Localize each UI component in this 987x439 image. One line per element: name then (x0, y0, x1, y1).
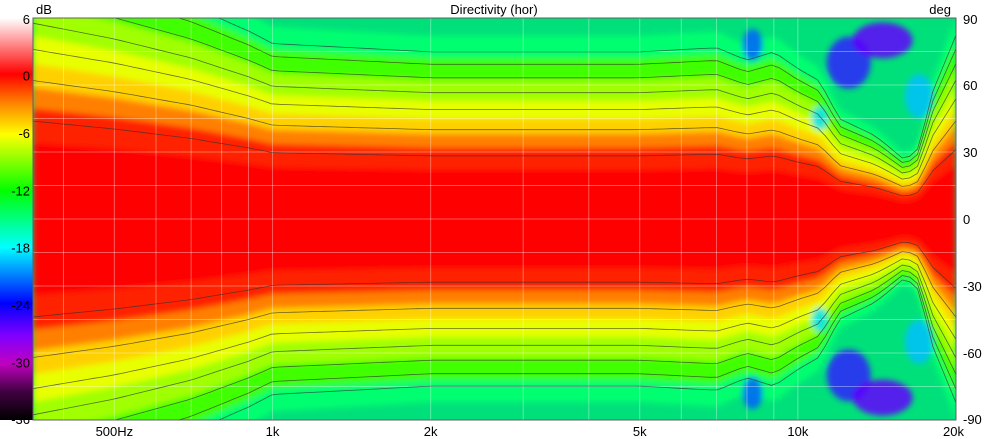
hf-lobe-6 (904, 74, 933, 119)
contour-21db-lower (217, 279, 956, 420)
contour-3db-upper (33, 120, 956, 197)
hf-lobe-7 (904, 319, 933, 364)
y-tick-label: 0 (963, 212, 970, 227)
x-tick-label: 1k (266, 424, 280, 439)
contour-15db-upper (113, 18, 956, 168)
contour-12db-upper (33, 22, 956, 174)
y-tick-label: 60 (963, 78, 977, 93)
hf-lobe-4 (852, 22, 913, 59)
x-tick-label: 500Hz (96, 424, 134, 439)
x-tick-label: 5k (633, 424, 647, 439)
y-tick-label: -60 (963, 346, 982, 361)
contour-15db-lower (113, 270, 956, 420)
contour-21db-upper (217, 18, 956, 159)
colorbar-tick-labels: 6 0 -6 -12 -18 -24 -30 -36 (11, 12, 30, 427)
y-axis-tick-labels: 90 60 30 0 -30 -60 -90 (963, 12, 982, 427)
x-tick-label: 20k (943, 424, 964, 439)
colorbar-unit-label: dB (36, 2, 52, 17)
x-tick-label: 2k (424, 424, 438, 439)
contour-9db-upper (33, 49, 956, 180)
colorbar-tick-label: -6 (18, 126, 30, 141)
hf-lobe-1 (742, 377, 763, 410)
y-tick-label: -90 (963, 412, 982, 427)
colorbar-tick-label: 0 (23, 68, 30, 83)
contour-6db-lower (33, 251, 956, 358)
heat-band-7 (33, 142, 956, 296)
x-axis-tick-labels: 500Hz 1k 2k 5k 10k 20k (96, 424, 965, 439)
hf-lobe-8 (811, 106, 828, 131)
hf-lobe-5 (852, 379, 913, 416)
colorbar (0, 18, 33, 420)
hf-lobe-0 (742, 28, 763, 61)
colorbar-tick-label: -24 (11, 298, 30, 313)
colorbar-tick-label: -18 (11, 241, 30, 256)
contour-18db-upper (177, 18, 956, 163)
contour-18db-lower (177, 275, 956, 420)
colorbar-tick-label: -12 (11, 183, 30, 198)
colorbar-tick-label: -30 (11, 356, 30, 371)
plot-area (33, 18, 956, 420)
contour-12db-lower (33, 264, 956, 416)
chart-title: Directivity (hor) (450, 2, 537, 17)
contour-3db-lower (33, 241, 956, 318)
contour-6db-upper (33, 80, 956, 187)
y-tick-label: -30 (963, 279, 982, 294)
contour-9db-lower (33, 258, 956, 389)
y-tick-label: 30 (963, 145, 977, 160)
hf-lobe-9 (811, 307, 828, 332)
x-tick-label: 10k (787, 424, 808, 439)
right-axis-unit-label: deg (929, 2, 951, 17)
colorbar-tick-label: -36 (11, 412, 30, 427)
y-tick-label: 90 (963, 12, 977, 27)
colorbar-tick-label: 6 (23, 12, 30, 27)
